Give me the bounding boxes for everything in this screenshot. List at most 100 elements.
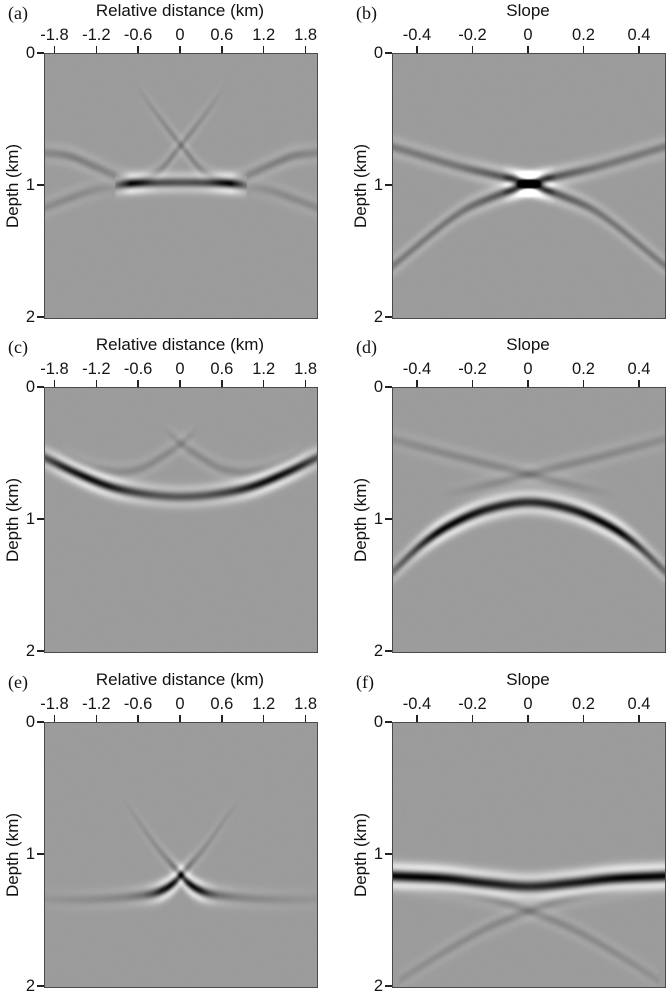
panel-e-x-axis-title: Relative distance (km) (95, 670, 265, 689)
x-tick-label: 0.2 (572, 695, 595, 713)
x-tick-mark (53, 46, 56, 53)
y-tick-mark (385, 518, 392, 520)
y-tick-label: 0 (25, 378, 35, 396)
panel-c: (c) Relative distance (km) Depth (km) -1… (0, 334, 324, 664)
y-tick-mark (385, 650, 392, 652)
y-tick-mark (385, 184, 392, 186)
x-tick-label: 0.6 (210, 695, 234, 713)
x-tick-label: -1.8 (40, 360, 69, 378)
x-tick-mark (416, 46, 418, 53)
x-tick-mark (221, 715, 223, 722)
x-tick-label: -0.2 (458, 360, 487, 378)
x-tick-mark (471, 46, 474, 53)
panel-c-x-axis-title: Relative distance (km) (95, 335, 265, 354)
y-tick-mark (37, 721, 44, 723)
y-tick-label: 1 (373, 510, 383, 528)
x-tick-mark (53, 715, 56, 722)
panel-b: (b) Slope Depth (km) -0.4 -0.2 0 0.2 0.4 0 1 2 (348, 0, 672, 330)
x-tick-mark (471, 380, 474, 387)
x-tick-label: 0 (523, 360, 533, 378)
panel-c-image (45, 388, 317, 652)
x-tick-label: -1.8 (40, 695, 69, 713)
y-tick-label: 1 (373, 845, 383, 863)
x-tick-mark (137, 46, 139, 53)
x-tick-mark (262, 46, 265, 53)
x-tick-label: 0.2 (572, 26, 595, 44)
y-tick-label: 1 (25, 845, 35, 863)
x-tick-label: 1.8 (294, 360, 317, 378)
x-tick-label: 0 (175, 695, 185, 713)
x-tick-label: -0.4 (402, 360, 432, 378)
panel-d-letter: (d) (356, 337, 377, 357)
x-tick-label: 1.8 (294, 26, 317, 44)
y-tick-mark (37, 650, 44, 652)
y-tick-mark (37, 853, 44, 855)
panel-d-x-axis-title: Slope (506, 335, 550, 354)
x-tick-label: -0.2 (458, 26, 487, 44)
x-tick-mark (582, 380, 585, 387)
y-tick-mark (37, 316, 44, 318)
x-tick-mark (179, 715, 181, 722)
panel-f-plot-area (392, 722, 666, 988)
x-tick-label: 0.4 (627, 26, 651, 44)
x-tick-mark (137, 380, 139, 387)
x-tick-mark (471, 715, 474, 722)
y-tick-mark (37, 985, 44, 987)
panel-e-image (45, 723, 317, 987)
y-tick-mark (37, 52, 44, 54)
x-tick-label: -0.4 (402, 695, 432, 713)
x-tick-mark (582, 715, 585, 722)
x-tick-label: 0 (523, 26, 533, 44)
y-tick-label: 2 (373, 977, 383, 995)
x-tick-mark (638, 46, 640, 53)
y-tick-label: 0 (25, 713, 35, 731)
y-tick-label: 2 (373, 642, 383, 660)
panel-d-plot-area (392, 387, 666, 653)
x-tick-label: 0.2 (572, 360, 595, 378)
x-tick-mark (638, 715, 640, 722)
x-tick-label: -1.2 (82, 360, 111, 378)
x-tick-label: 0.6 (210, 26, 234, 44)
y-tick-label: 2 (25, 642, 35, 660)
y-tick-label: 1 (25, 510, 35, 528)
x-tick-mark (304, 715, 307, 722)
x-tick-label: 0.4 (627, 360, 651, 378)
x-tick-label: -0.4 (402, 26, 432, 44)
x-tick-mark (179, 380, 181, 387)
panel-e: (e) Relative distance (km) Depth (km) -1… (0, 669, 324, 999)
panel-b-x-axis-title: Slope (506, 1, 550, 20)
x-tick-mark (304, 46, 307, 53)
panel-d-image (393, 388, 665, 652)
panel-b-letter: (b) (356, 3, 377, 23)
y-tick-label: 1 (25, 176, 35, 194)
x-tick-mark (137, 715, 139, 722)
y-tick-mark (385, 985, 392, 987)
x-tick-mark (95, 715, 98, 722)
x-tick-label: -0.6 (123, 695, 153, 713)
panel-f-x-axis-title: Slope (506, 670, 550, 689)
x-tick-mark (527, 715, 529, 722)
panel-f-image (393, 723, 665, 987)
x-tick-mark (179, 46, 181, 53)
x-tick-mark (638, 380, 640, 387)
x-tick-mark (95, 46, 98, 53)
y-tick-mark (37, 518, 44, 520)
x-tick-label: 1.2 (252, 695, 276, 713)
x-tick-label: 0 (175, 26, 185, 44)
y-tick-label: 0 (373, 44, 383, 62)
x-tick-label: 0 (523, 695, 533, 713)
panel-c-plot-area (44, 387, 318, 653)
panel-a: (a) Relative distance (km) Depth (km) -1… (0, 0, 324, 330)
panel-a-image (45, 54, 317, 318)
panel-c-letter: (c) (8, 337, 28, 357)
y-tick-mark (385, 853, 392, 855)
x-tick-mark (221, 46, 223, 53)
x-tick-label: -1.2 (82, 695, 111, 713)
x-tick-mark (95, 380, 98, 387)
panel-f-letter: (f) (356, 672, 374, 692)
panel-e-letter: (e) (8, 672, 28, 692)
x-tick-label: -0.6 (123, 360, 153, 378)
y-tick-label: 2 (373, 308, 383, 326)
y-tick-label: 0 (373, 378, 383, 396)
